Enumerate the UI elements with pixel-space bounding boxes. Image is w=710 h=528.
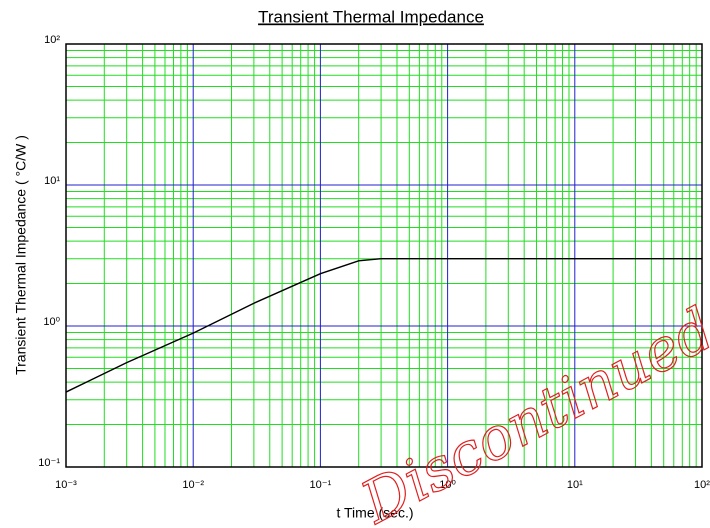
x-tick-label: 10⁻² bbox=[182, 479, 204, 491]
y-tick-label: 10⁰ bbox=[43, 316, 60, 328]
watermark: Discontinued bbox=[350, 295, 710, 528]
y-tick-label: 10² bbox=[44, 34, 60, 46]
x-tick-label: 10⁰ bbox=[439, 479, 456, 491]
chart-title: Transient Thermal Impedance bbox=[258, 7, 484, 26]
y-tick-label: 10⁻¹ bbox=[38, 457, 60, 469]
x-axis-label: t Time (sec.) bbox=[336, 505, 413, 521]
line bbox=[65, 258, 702, 393]
y-axis-label: Transient Thermal Impedance ( °C/W ) bbox=[13, 135, 29, 375]
x-tick-label: 10⁻³ bbox=[55, 479, 77, 491]
x-tick-label: 10² bbox=[694, 479, 710, 491]
y-tick-label: 10¹ bbox=[44, 175, 60, 187]
x-tick-label: 10⁻¹ bbox=[310, 479, 332, 491]
plot-frame bbox=[65, 43, 703, 468]
x-tick-label: 10¹ bbox=[567, 479, 583, 491]
